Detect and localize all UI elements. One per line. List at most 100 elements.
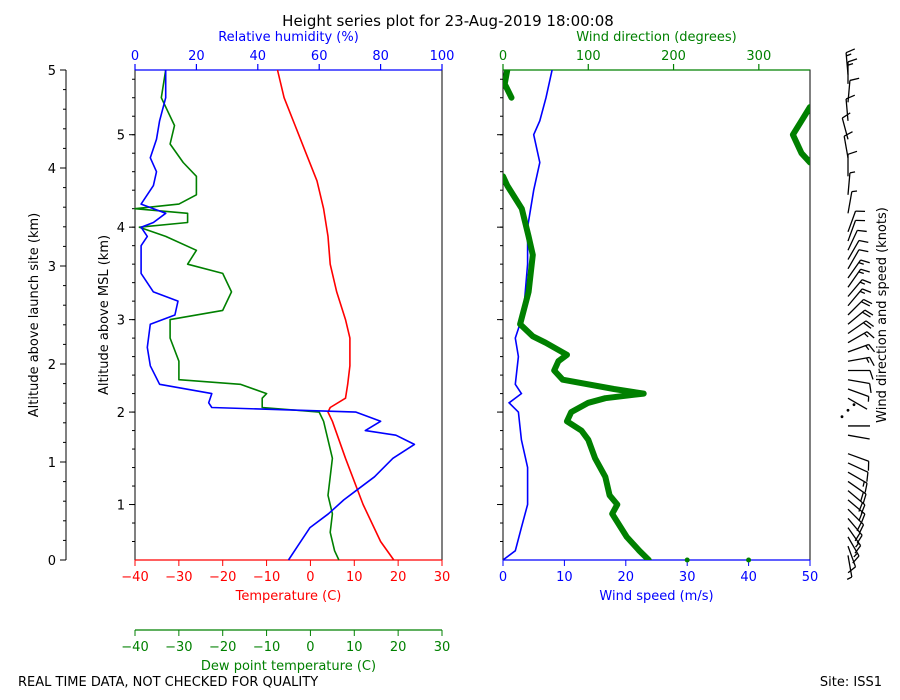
footer-site-label: Site: ISS1 bbox=[820, 675, 882, 690]
wind-barb bbox=[843, 131, 853, 158]
barb-feather bbox=[866, 331, 875, 339]
wind-barb bbox=[847, 259, 870, 279]
wind-barb bbox=[847, 536, 860, 564]
rh-axis-label: Relative humidity (%) bbox=[218, 30, 359, 45]
dewpoint-tick-label: −40 bbox=[121, 640, 148, 655]
wind-barb-axis-label: Wind direction and speed (knots) bbox=[875, 207, 890, 423]
barb-feather bbox=[861, 279, 872, 284]
barb-staff bbox=[847, 453, 869, 462]
barb-staff bbox=[847, 220, 857, 242]
wind-speed-tick-label: 0 bbox=[499, 570, 507, 585]
barb-feather bbox=[858, 249, 869, 253]
wind-direction-axis-label: Wind direction (degrees) bbox=[576, 30, 736, 45]
wind-barb bbox=[847, 268, 870, 288]
wind-speed-tick-label: 40 bbox=[740, 570, 757, 585]
wind-barb bbox=[847, 298, 873, 316]
barb-feather bbox=[860, 492, 865, 502]
footer-quality-note: REAL TIME DATA, NOT CHECKED FOR QUALITY bbox=[18, 675, 318, 690]
barb-half-feather bbox=[849, 171, 856, 174]
figure-title: Height series plot for 23-Aug-2019 18:00… bbox=[282, 12, 614, 30]
barb-staff bbox=[847, 279, 863, 297]
wind-barb-panel: Wind direction and speed (knots) bbox=[840, 48, 890, 580]
barb-feather bbox=[845, 94, 856, 100]
barb-staff bbox=[847, 536, 860, 557]
wind-speed-tick-label: 50 bbox=[802, 570, 819, 585]
barb-half-feather bbox=[859, 281, 866, 285]
barb-staff bbox=[847, 397, 868, 410]
barb-feather bbox=[860, 513, 866, 524]
agl-tick-label: 5 bbox=[48, 64, 56, 79]
barb-feather bbox=[861, 288, 872, 293]
calm-wind-dot bbox=[840, 415, 844, 419]
barb-half-feather bbox=[851, 190, 858, 193]
wind-speed-tick-label: 30 bbox=[679, 570, 696, 585]
temperature-tick-label: −10 bbox=[253, 570, 280, 585]
barb-feather bbox=[841, 112, 851, 119]
barb-feather bbox=[860, 259, 870, 264]
temperature-axis-label: Temperature (C) bbox=[235, 589, 342, 604]
thermo-frame bbox=[134, 69, 443, 561]
barb-feather bbox=[869, 383, 872, 394]
barb-staff bbox=[843, 136, 849, 158]
wind-frame bbox=[502, 69, 811, 561]
calm-wind-dot bbox=[846, 408, 850, 412]
dew-point-line bbox=[134, 69, 340, 561]
barb-feather bbox=[863, 322, 872, 329]
wind-barb bbox=[847, 331, 875, 344]
agl-axis-label: Altitude above launch site (km) bbox=[27, 213, 42, 417]
wind-barb bbox=[847, 288, 872, 307]
wind-barb bbox=[847, 480, 867, 504]
dewpoint-tick-label: −10 bbox=[253, 640, 280, 655]
wind-speed-axis-label: Wind speed (m/s) bbox=[599, 589, 713, 604]
wind-direction-tick-label: 100 bbox=[576, 49, 601, 64]
rh-tick-label: 20 bbox=[188, 49, 205, 64]
barb-feather bbox=[864, 309, 874, 316]
barb-staff bbox=[847, 545, 857, 568]
barb-staff bbox=[847, 191, 853, 214]
wind-barb bbox=[847, 279, 872, 297]
wind-barb bbox=[847, 379, 872, 394]
barb-staff bbox=[845, 98, 849, 121]
barb-staff bbox=[847, 480, 867, 495]
wind-barb bbox=[847, 150, 858, 177]
barb-feather bbox=[854, 532, 861, 542]
barb-staff bbox=[847, 240, 860, 260]
barb-feather bbox=[862, 493, 867, 504]
agl-tick-label: 4 bbox=[48, 162, 56, 177]
barb-half-feather bbox=[846, 576, 853, 580]
wind-barb bbox=[847, 77, 860, 103]
barb-feather bbox=[849, 77, 860, 82]
barb-staff bbox=[847, 388, 869, 398]
wind-barb bbox=[841, 112, 851, 140]
temperature-line bbox=[276, 69, 395, 561]
barb-staff bbox=[847, 508, 865, 526]
barb-staff bbox=[847, 210, 857, 233]
msl-tick-label: 3 bbox=[117, 314, 125, 329]
msl-tick-label: 4 bbox=[117, 221, 125, 236]
wind-barb bbox=[847, 239, 869, 260]
barb-half-feather bbox=[858, 271, 864, 275]
agl-tick-label: 0 bbox=[48, 554, 56, 569]
temperature-tick-label: 30 bbox=[434, 570, 451, 585]
barb-feather bbox=[858, 239, 869, 244]
barb-staff bbox=[847, 288, 863, 307]
thermo-panel: 1 2 3 4 5 Altitude above MSL (km) 0 1 2 3 4 5 Altitu… bbox=[27, 30, 454, 674]
barb-staff bbox=[847, 434, 870, 440]
wind-barb bbox=[847, 397, 868, 410]
wind-barb bbox=[848, 369, 874, 380]
barb-staff bbox=[845, 52, 849, 75]
barb-feather bbox=[864, 483, 868, 493]
rh-tick-label: 80 bbox=[372, 49, 389, 64]
wind-barb bbox=[847, 219, 866, 242]
wind-direction-point bbox=[746, 557, 752, 563]
barb-feather bbox=[847, 150, 858, 155]
wind-barb bbox=[846, 555, 853, 580]
relative-humidity-line bbox=[140, 70, 416, 561]
barb-staff bbox=[847, 80, 851, 103]
wind-direction-line bbox=[503, 173, 652, 560]
wind-barb bbox=[847, 453, 870, 471]
msl-tick-label: 2 bbox=[117, 406, 125, 421]
dewpoint-tick-label: −30 bbox=[165, 640, 192, 655]
barb-staff bbox=[847, 471, 868, 484]
wind-barb bbox=[847, 190, 858, 214]
